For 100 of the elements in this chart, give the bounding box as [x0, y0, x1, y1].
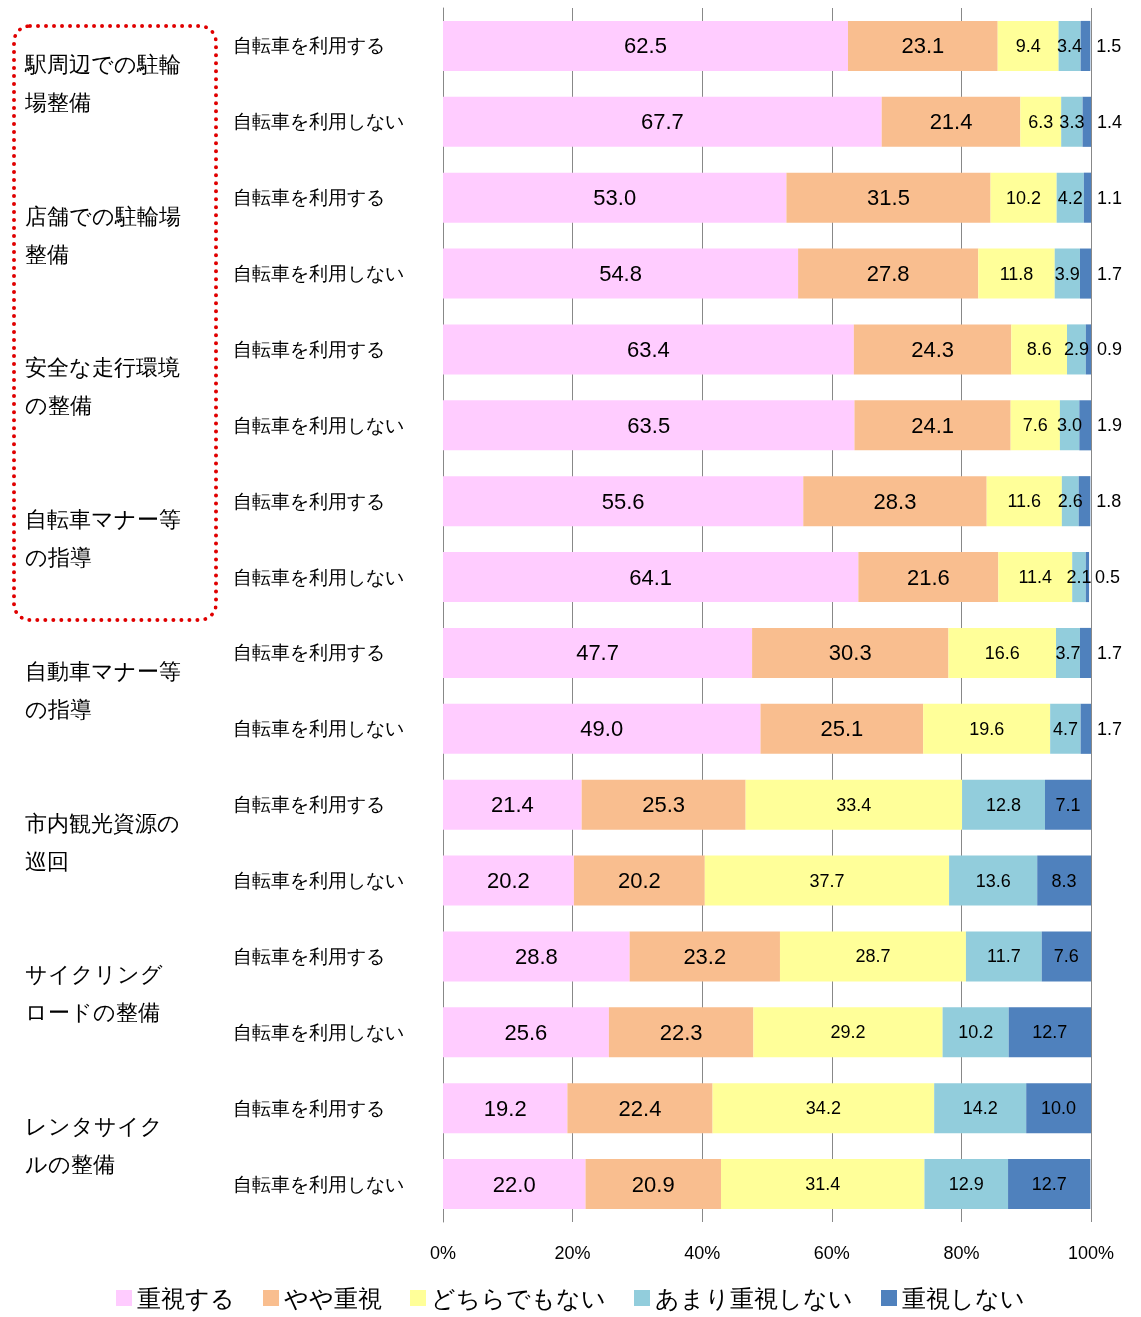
- data-label: 22.0: [492, 1171, 536, 1197]
- data-label: 3.4: [1057, 35, 1083, 56]
- y-tick-label: 自転車を利用しない: [233, 111, 404, 133]
- data-label: 4.2: [1057, 187, 1083, 208]
- bar: [753, 1007, 943, 1058]
- data-label: 24.1: [911, 412, 954, 438]
- data-label: 63.5: [627, 412, 671, 438]
- bar: [608, 1007, 754, 1058]
- bar: [1079, 248, 1091, 299]
- bar: [443, 1007, 609, 1058]
- bar: [712, 1083, 935, 1134]
- bar: [1026, 1083, 1091, 1134]
- bar: [924, 1159, 1009, 1210]
- bar: [853, 324, 1012, 375]
- y-tick-label: 自転車を利用する: [233, 490, 385, 512]
- data-label: 27.8: [866, 261, 910, 287]
- data-label: 12.7: [1031, 1174, 1067, 1195]
- text: 自動車マナー等の指導: [25, 657, 182, 724]
- legend-label: どちらでもない: [431, 1284, 606, 1312]
- data-label: 21.4: [929, 109, 973, 135]
- y-tick-label: 自転車を利用しない: [233, 870, 404, 892]
- x-tick-label: 100%: [1067, 1243, 1115, 1263]
- data-label: 53.0: [593, 185, 637, 211]
- data-label: 23.2: [683, 943, 727, 969]
- bar: [1044, 779, 1091, 830]
- x-tick-label: 60%: [813, 1243, 850, 1263]
- bar: [934, 1083, 1027, 1134]
- data-label: 6.3: [1028, 111, 1054, 132]
- data-label: 55.6: [601, 488, 645, 514]
- data-label: 22.3: [659, 1019, 703, 1045]
- bar: [585, 1159, 721, 1210]
- data-label: 63.4: [627, 336, 670, 362]
- data-label: 7.6: [1022, 415, 1048, 436]
- bar: [923, 703, 1051, 754]
- y-tick-label: 自転車を利用する: [233, 642, 385, 664]
- data-label: 3.7: [1055, 642, 1081, 663]
- data-label: 28.7: [855, 946, 891, 967]
- x-tick-label: 40%: [684, 1243, 721, 1263]
- data-label: 28.8: [514, 943, 558, 969]
- bar: [443, 476, 804, 527]
- data-label: 10.2: [1006, 187, 1042, 208]
- data-label: 1.7: [1097, 642, 1123, 663]
- bar: [443, 552, 859, 603]
- y-tick-label: 自転車を利用する: [233, 794, 385, 816]
- bar: [567, 1083, 713, 1134]
- bar: [581, 779, 746, 830]
- data-label: 12.7: [1032, 1022, 1068, 1043]
- bar: [1008, 1007, 1091, 1058]
- data-label: 37.7: [809, 870, 845, 891]
- data-label: 25.3: [642, 792, 686, 818]
- data-label: 23.1: [901, 33, 945, 59]
- legend-label: 重視しない: [902, 1284, 1025, 1312]
- bar: [443, 20, 848, 71]
- data-label: 0.5: [1095, 567, 1121, 588]
- data-label: 21.4: [490, 792, 534, 818]
- bar: [803, 476, 987, 527]
- data-label: 25.1: [820, 716, 864, 742]
- data-label: 2.6: [1057, 491, 1083, 512]
- data-label: 19.6: [969, 718, 1005, 739]
- text: 自転車マナー等の指導: [25, 506, 182, 573]
- data-label: 20.2: [617, 868, 661, 894]
- text: 市内観光資源の巡回: [25, 809, 181, 876]
- data-label: 12.8: [986, 794, 1022, 815]
- data-label: 34.2: [805, 1098, 841, 1119]
- data-label: 8.6: [1026, 339, 1052, 360]
- data-label: 47.7: [576, 640, 619, 666]
- data-label: 3.3: [1059, 111, 1085, 132]
- data-label: 1.4: [1097, 111, 1123, 132]
- data-label: 7.6: [1053, 946, 1079, 967]
- bar: [443, 324, 854, 375]
- data-label: 1.1: [1097, 187, 1123, 208]
- y-tick-label: 自転車を利用する: [233, 1097, 385, 1119]
- data-label: 10.2: [958, 1022, 994, 1043]
- legend-label: 重視する: [137, 1284, 235, 1312]
- bar: [854, 400, 1011, 451]
- bar: [786, 172, 991, 223]
- data-label: 22.4: [618, 1095, 662, 1121]
- data-label: 1.9: [1097, 415, 1123, 436]
- bar: [1037, 855, 1091, 906]
- bar: [848, 20, 998, 71]
- bar: [949, 855, 1038, 906]
- data-label: 1.5: [1096, 35, 1122, 56]
- bar: [573, 855, 705, 906]
- bar: [997, 20, 1059, 71]
- data-label: 11.7: [986, 946, 1021, 967]
- bar: [443, 400, 855, 451]
- bar: [443, 96, 882, 147]
- data-label: 4.7: [1052, 718, 1078, 739]
- bar: [760, 703, 924, 754]
- bar: [443, 779, 582, 830]
- data-label: 11.4: [1018, 567, 1053, 588]
- data-label: 28.3: [873, 488, 917, 514]
- y-tick-label: 自転車を利用しない: [233, 566, 404, 588]
- data-label: 49.0: [580, 716, 624, 742]
- bar: [1010, 400, 1060, 451]
- bar: [752, 627, 949, 678]
- data-label: 33.4: [836, 794, 872, 815]
- legend-label: あまり重視しない: [655, 1284, 853, 1312]
- y-tick-label: 自転車を利用しない: [233, 414, 404, 436]
- data-label: 30.3: [828, 640, 872, 666]
